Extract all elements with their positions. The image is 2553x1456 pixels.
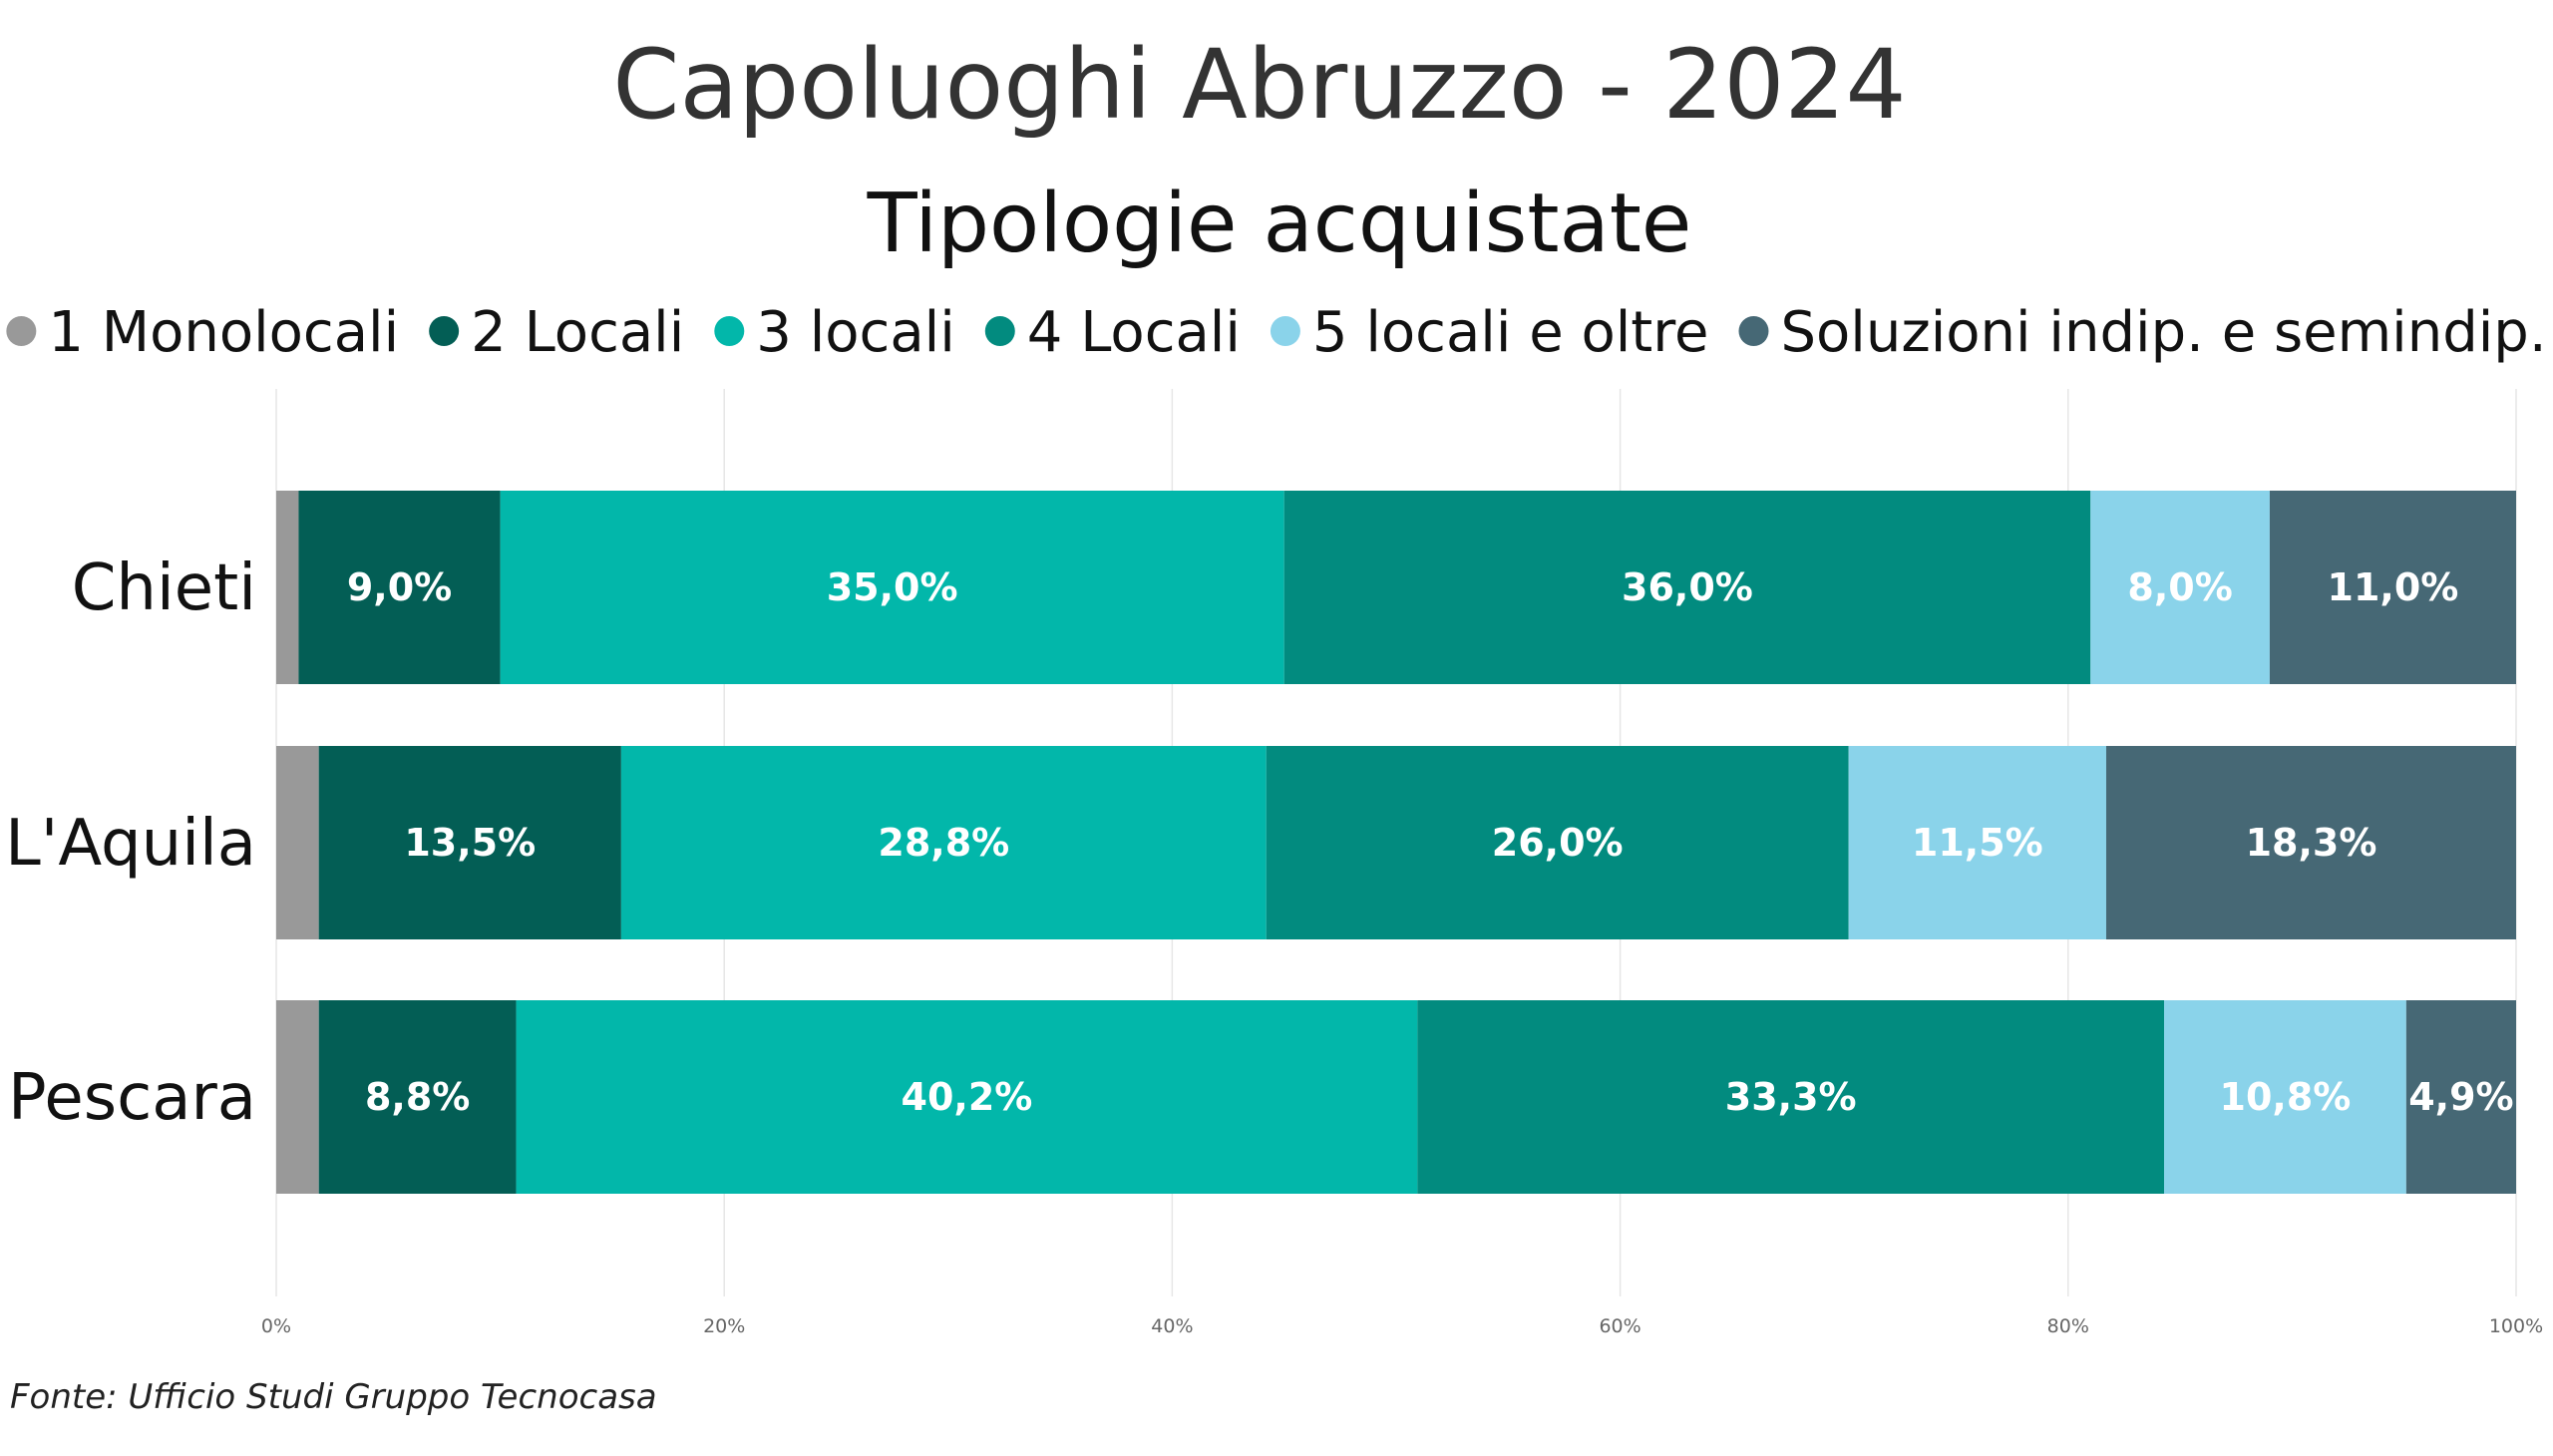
- bar-segment: [276, 491, 299, 684]
- bar-segment: [500, 491, 1284, 684]
- legend-item: Soluzioni indip. e semindip.: [1738, 300, 2547, 365]
- data-label: 9,0%: [347, 565, 452, 609]
- data-label: 35,0%: [827, 565, 958, 609]
- category-labels: Chieti L'Aquila Pescara: [5, 551, 256, 1135]
- bar-segment: [2164, 1000, 2406, 1194]
- x-tick-label: 0%: [261, 1315, 291, 1337]
- source-note: Fonte: Ufficio Studi Gruppo Tecnocasa: [10, 1377, 657, 1417]
- category-label: L'Aquila: [5, 807, 256, 881]
- data-label: 33,3%: [1725, 1075, 1857, 1119]
- data-label: 8,8%: [365, 1075, 470, 1119]
- legend-marker: [6, 316, 37, 346]
- bar-segment: [2090, 491, 2270, 684]
- legend-marker: [714, 316, 745, 346]
- bars: 9,0% 35,0% 36,0% 8,0% 11,0% 13,5% 28,8% 26,0% 11…: [276, 491, 2516, 1194]
- data-label: 11,5%: [1912, 821, 2043, 865]
- legend-item: 4 Locali: [984, 300, 1241, 365]
- bar-segment: [276, 1000, 319, 1194]
- bar-segment: [1417, 1000, 2165, 1194]
- chart-subtitle: Tipologie acquistate: [867, 177, 1692, 271]
- legend-label: 3 locali: [756, 300, 954, 365]
- data-label: 13,5%: [404, 821, 536, 865]
- bar-segment: [1266, 746, 1849, 939]
- x-tick-label: 100%: [2489, 1315, 2543, 1337]
- data-label: 28,8%: [878, 821, 1009, 865]
- legend: 1 Monolocali 2 Locali 3 locali 4 Locali 5 lo…: [6, 300, 2547, 365]
- legend-item: 5 locali e oltre: [1270, 300, 1709, 365]
- data-label: 40,2%: [902, 1075, 1033, 1119]
- x-axis-ticks: 0% 20% 40% 60% 80% 100%: [261, 1315, 2543, 1337]
- bar-segment: [318, 746, 621, 939]
- legend-label: Soluzioni indip. e semindip.: [1780, 300, 2546, 365]
- x-tick-label: 60%: [1599, 1315, 1641, 1337]
- data-label: 18,3%: [2246, 821, 2377, 865]
- category-label: Pescara: [8, 1061, 256, 1135]
- data-label: 11,0%: [2328, 565, 2459, 609]
- legend-label: 2 Locali: [471, 300, 684, 365]
- legend-item: 1 Monolocali: [6, 300, 399, 365]
- data-label: 8,0%: [2127, 565, 2232, 609]
- bar-segment: [620, 746, 1267, 939]
- bar-segment: [276, 746, 319, 939]
- bar-segment: [1283, 491, 2091, 684]
- bar-segment: [516, 1000, 1418, 1194]
- legend-marker: [429, 316, 460, 346]
- legend-marker: [1270, 316, 1300, 346]
- bar-segment: [2269, 491, 2516, 684]
- bar-segment: [318, 1000, 517, 1194]
- bar-segment: [1848, 746, 2106, 939]
- x-tick-label: 40%: [1151, 1315, 1193, 1337]
- data-label: 10,8%: [2220, 1075, 2352, 1119]
- x-tick-label: 20%: [703, 1315, 745, 1337]
- x-tick-label: 80%: [2047, 1315, 2089, 1337]
- chart-title: Capoluoghi Abruzzo - 2024: [612, 29, 1906, 141]
- data-label: 26,0%: [1492, 821, 1624, 865]
- data-label: 4,9%: [2408, 1075, 2513, 1119]
- legend-item: 3 locali: [714, 300, 955, 365]
- legend-label: 5 locali e oltre: [1312, 300, 1709, 365]
- legend-marker: [1738, 316, 1769, 346]
- data-label: 36,0%: [1622, 565, 1753, 609]
- legend-marker: [984, 316, 1015, 346]
- legend-item: 2 Locali: [429, 300, 684, 365]
- bar-segment: [2405, 1000, 2516, 1194]
- bar-segment: [2105, 746, 2516, 939]
- legend-label: 1 Monolocali: [48, 300, 399, 365]
- category-label: Chieti: [72, 551, 256, 625]
- legend-label: 4 Locali: [1027, 300, 1241, 365]
- bar-segment: [298, 491, 501, 684]
